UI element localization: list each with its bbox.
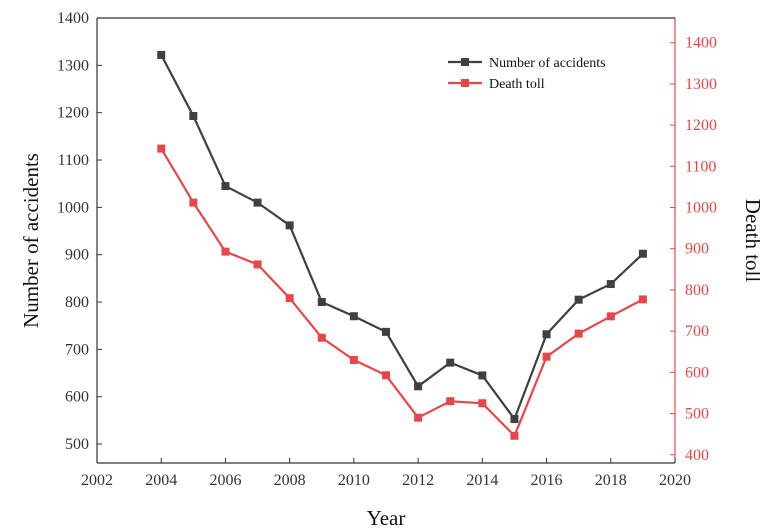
data-point-accidents <box>574 295 583 304</box>
x-tick-label: 2018 <box>595 472 627 489</box>
series-group <box>157 50 647 440</box>
left-y-tick-label: 500 <box>65 436 89 453</box>
data-point-death-toll <box>382 371 390 380</box>
right-y-tick-label: 900 <box>685 241 709 258</box>
left-y-tick-label: 800 <box>65 294 89 311</box>
data-point-accidents <box>285 221 294 230</box>
x-tick-label: 2016 <box>531 472 563 489</box>
data-point-death-toll <box>285 294 294 303</box>
legend-marker-accidents <box>461 58 469 66</box>
x-tick-label: 2012 <box>402 472 434 489</box>
right-y-tick-label: 1200 <box>685 117 717 134</box>
data-point-accidents <box>542 330 551 339</box>
tick-marks: 2002 2004 2006 2008 2010 2012 2014 2016 2018 2020… <box>57 10 717 489</box>
left-y-axis-title: Number of accidents <box>19 153 43 328</box>
left-y-tick-label: 1000 <box>57 199 89 216</box>
right-y-tick-label: 1300 <box>685 76 717 93</box>
data-point-accidents <box>638 249 647 258</box>
left-y-tick-label: 700 <box>65 341 89 358</box>
right-y-tick-label: 500 <box>685 406 709 423</box>
x-tick-label: 2006 <box>209 472 241 489</box>
legend: Number of accidents Death toll <box>448 56 606 92</box>
data-point-death-toll <box>221 247 230 256</box>
data-point-accidents <box>382 327 390 336</box>
x-tick-label: 2010 <box>338 472 370 489</box>
left-y-tick-label: 900 <box>65 247 89 264</box>
left-y-tick-label: 1200 <box>57 105 89 122</box>
data-point-death-toll <box>478 399 487 408</box>
right-y-tick-label: 400 <box>685 447 709 464</box>
right-y-tick-label: 800 <box>685 282 709 299</box>
x-tick-label: 2002 <box>81 472 113 489</box>
data-point-death-toll <box>446 397 455 406</box>
data-point-death-toll <box>574 329 583 338</box>
right-y-tick-label: 700 <box>685 323 709 340</box>
right-y-tick-label: 1100 <box>685 158 716 175</box>
right-y-axis-title: Death toll <box>741 199 760 283</box>
x-tick-label: 2020 <box>659 472 691 489</box>
axes <box>96 17 676 464</box>
data-point-accidents <box>606 280 615 289</box>
data-point-accidents <box>446 358 455 367</box>
series-line-accidents <box>160 54 644 421</box>
x-tick-label: 2014 <box>466 472 498 489</box>
left-y-tick-label: 1100 <box>58 152 89 169</box>
left-y-tick-label: 600 <box>65 389 89 406</box>
data-point-death-toll <box>606 312 615 321</box>
data-point-death-toll <box>253 260 262 269</box>
right-y-tick-label: 1400 <box>685 35 717 52</box>
data-point-death-toll <box>510 431 519 440</box>
legend-label-death-toll: Death toll <box>489 77 545 92</box>
data-point-death-toll <box>414 413 423 422</box>
data-point-death-toll <box>189 198 198 207</box>
data-point-accidents <box>510 414 519 423</box>
data-point-death-toll <box>317 333 326 342</box>
data-point-accidents <box>221 182 230 191</box>
legend-label-accidents: Number of accidents <box>489 56 606 71</box>
x-tick-label: 2004 <box>145 472 177 489</box>
right-y-tick-label: 600 <box>685 364 709 381</box>
x-tick-label: 2008 <box>274 472 306 489</box>
data-point-accidents <box>253 198 262 207</box>
legend-marker-death-toll <box>461 79 469 87</box>
data-point-accidents <box>478 371 487 380</box>
data-point-death-toll <box>157 144 166 153</box>
data-point-accidents <box>317 298 326 307</box>
data-point-death-toll <box>542 352 551 361</box>
data-point-accidents <box>157 50 166 59</box>
x-axis-title: Year <box>367 506 406 530</box>
right-y-tick-label: 1000 <box>685 200 717 217</box>
data-point-accidents <box>349 312 358 321</box>
data-point-death-toll <box>349 355 358 364</box>
data-point-accidents <box>189 111 198 120</box>
left-y-tick-label: 1400 <box>57 10 89 27</box>
data-point-death-toll <box>638 295 647 304</box>
left-y-tick-label: 1300 <box>57 57 89 74</box>
series-line-death-toll <box>160 148 644 437</box>
data-point-accidents <box>414 382 423 391</box>
